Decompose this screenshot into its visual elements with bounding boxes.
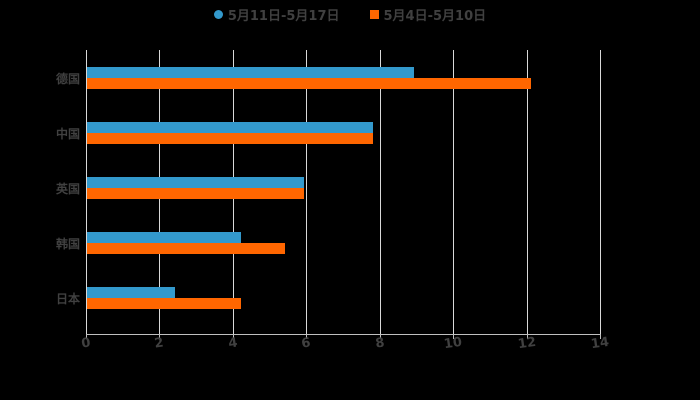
bar-series-1[interactable] [87,232,242,243]
x-tick-label: 8 [374,335,386,352]
x-tick [600,334,601,339]
bar-series-1[interactable] [87,287,176,298]
category-label: 中国 [55,127,80,141]
category-label: 英国 [55,182,80,196]
x-tick [453,334,454,339]
bar-series-2[interactable] [87,298,242,309]
legend-label: 5月4日-5月10日 [383,8,487,24]
x-tick-label: 10 [442,334,464,353]
x-tick-label: 6 [300,335,312,352]
x-tick-label: 14 [589,334,611,353]
x-tick [86,334,87,339]
gridline [306,50,307,335]
x-tick-label: 0 [80,335,92,352]
x-tick [233,334,234,339]
x-tick-label: 4 [227,335,239,352]
x-tick [380,334,381,339]
chart-legend: 5月11日-5月17日 5月4日-5月10日 [0,4,700,24]
gridline [600,50,601,335]
gridline [527,50,528,335]
bar-series-1[interactable] [87,122,374,133]
gridline [86,50,87,335]
bar-series-1[interactable] [87,177,304,188]
x-tick [306,334,307,339]
bar-series-1[interactable] [87,67,414,78]
bar-series-2[interactable] [87,78,532,89]
x-tick-label: 2 [153,335,165,352]
legend-marker-circle-icon [213,9,223,19]
x-tick [527,334,528,339]
legend-item-series-1[interactable]: 5月11日-5月17日 [213,5,340,24]
plot-area [86,50,601,339]
gridline [453,50,454,335]
x-tick-label: 12 [516,334,538,353]
bar-series-2[interactable] [87,188,304,199]
gridline [380,50,381,335]
legend-marker-square-icon [369,9,379,19]
bar-series-2[interactable] [87,243,286,254]
x-tick [159,334,160,339]
legend-item-series-2[interactable]: 5月4日-5月10日 [369,5,487,24]
legend-label: 5月11日-5月17日 [227,8,340,24]
category-label: 日本 [55,292,80,306]
bar-series-2[interactable] [87,133,374,144]
category-label: 韩国 [55,237,80,251]
x-axis-line [86,334,600,335]
category-label: 德国 [55,72,80,86]
